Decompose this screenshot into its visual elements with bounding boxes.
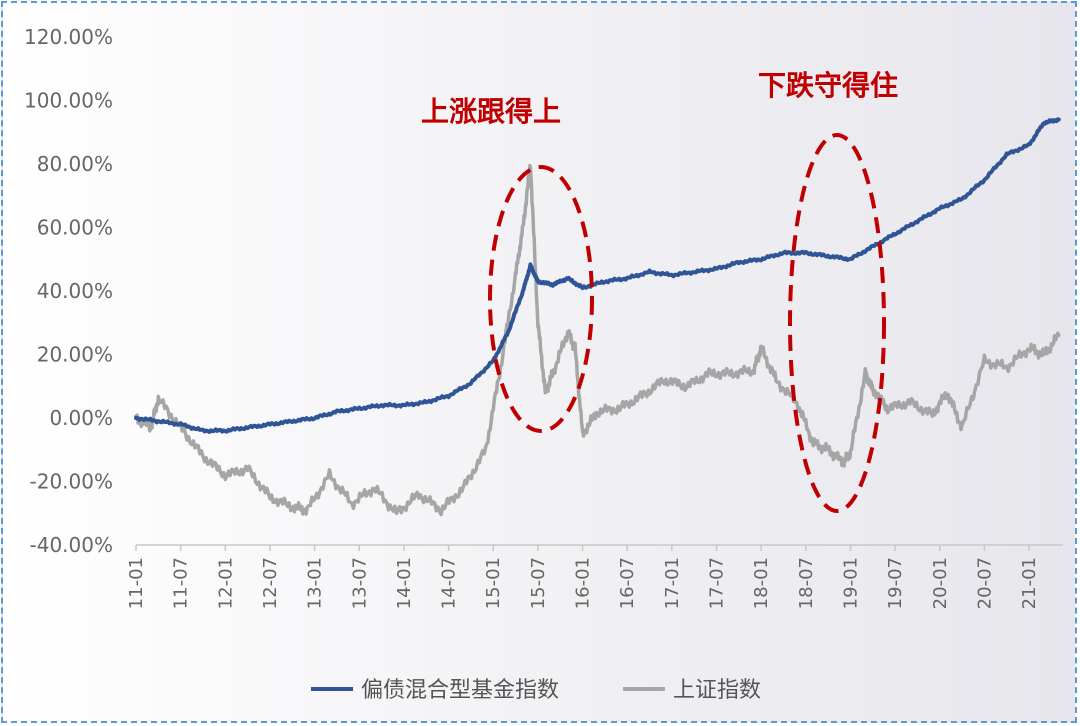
- y-tick-label: 20.00%: [37, 343, 113, 367]
- x-tick-label: 12-07: [260, 557, 281, 609]
- x-tick-label: 12-01: [215, 557, 236, 609]
- series-layer: [134, 117, 1061, 517]
- legend: 偏债混合型基金指数 上证指数: [311, 678, 761, 703]
- series-line-shanghai-index: [134, 163, 1061, 517]
- x-tick-label: 11-07: [171, 557, 192, 609]
- line-chart: 120.00% 100.00% 80.00% 60.00% 40.00% 20.00% 0.…: [24, 25, 1063, 703]
- x-tick-label: 17-01: [662, 557, 683, 609]
- y-tick-label: 0.00%: [49, 406, 113, 430]
- x-tick-label: 14-07: [439, 557, 460, 609]
- annotation-label-fall: 下跌守得住: [758, 69, 898, 102]
- y-tick-label: -40.00%: [30, 533, 113, 557]
- y-tick-label: 120.00%: [24, 25, 113, 49]
- series-line-fund-index: [134, 117, 1061, 434]
- y-tick-label: 80.00%: [37, 152, 113, 176]
- x-tick-label: 21-01: [1019, 557, 1040, 609]
- x-tick-label: 16-07: [617, 557, 638, 609]
- y-tick-label: 100.00%: [24, 89, 113, 113]
- x-tick-label: 13-01: [305, 557, 326, 609]
- annotation-ellipse-fall: [788, 133, 886, 513]
- x-tick-label: 17-07: [706, 557, 727, 609]
- legend-label: 上证指数: [673, 678, 761, 703]
- y-tick-label: 40.00%: [37, 279, 113, 303]
- x-tick-label: 16-01: [573, 557, 594, 609]
- x-tick-label: 19-01: [840, 557, 861, 609]
- x-tick-label: 20-07: [974, 557, 995, 609]
- annotation-label-rise: 上涨跟得上: [421, 95, 561, 128]
- y-tick-label: 60.00%: [37, 216, 113, 240]
- x-tick-label: 11-01: [126, 557, 147, 609]
- y-tick-label: -20.00%: [30, 470, 113, 494]
- x-tick-label: 18-01: [751, 557, 772, 609]
- x-tick-label: 15-01: [483, 557, 504, 609]
- annotation-ellipse-rise: [488, 165, 594, 433]
- annotation-layer: 上涨跟得上 下跌守得住: [421, 69, 898, 513]
- x-tick-label: 15-07: [528, 557, 549, 609]
- legend-item-index: 上证指数: [623, 678, 761, 703]
- x-tick-label: 14-01: [394, 557, 415, 609]
- legend-label: 偏债混合型基金指数: [361, 678, 559, 703]
- x-tick-label: 18-07: [796, 557, 817, 609]
- legend-item-fund: 偏债混合型基金指数: [311, 678, 559, 703]
- x-tick-label: 20-01: [930, 557, 951, 609]
- axes: 120.00% 100.00% 80.00% 60.00% 40.00% 20.00% 0.…: [24, 25, 1063, 609]
- x-tick-label: 19-07: [885, 557, 906, 609]
- x-tick-label: 13-07: [349, 557, 370, 609]
